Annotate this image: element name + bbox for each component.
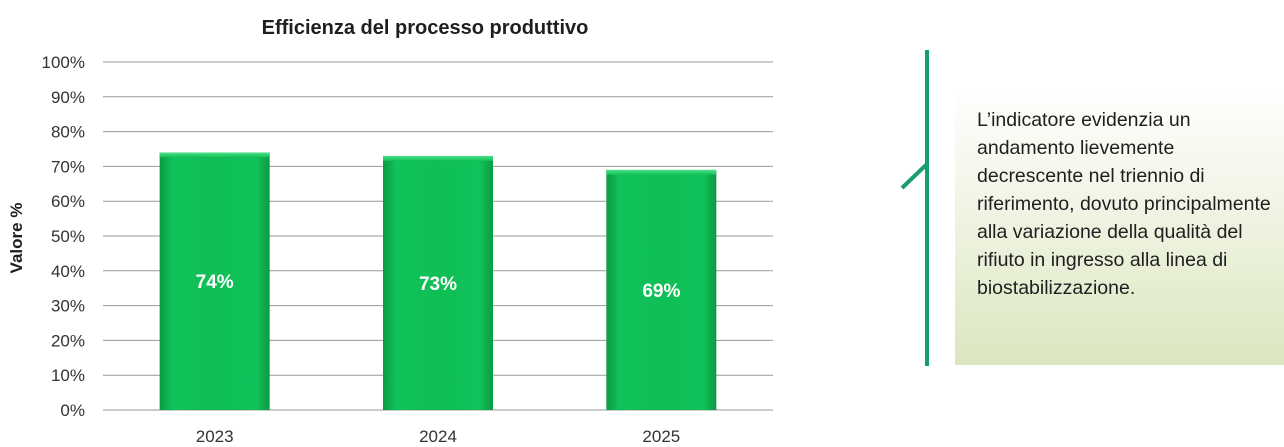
y-tick-label: 80%	[51, 123, 85, 142]
y-tick-label: 50%	[51, 227, 85, 246]
y-tick-label: 20%	[51, 331, 85, 350]
bar-2024	[383, 155, 493, 410]
x-tick-label: 2024	[419, 427, 457, 446]
data-label: 73%	[419, 274, 457, 295]
y-tick-label: 60%	[51, 192, 85, 211]
bar-top-highlight	[606, 169, 717, 175]
bar-top-highlight	[383, 155, 493, 161]
y-tick-label: 30%	[51, 297, 85, 316]
y-tick-label: 10%	[51, 366, 85, 385]
y-tick-label: 40%	[51, 262, 85, 281]
callout-box: L’indicatore evidenzia un andamento liev…	[955, 86, 1284, 365]
y-tick-label: 0%	[60, 401, 85, 420]
y-axis-label: Valore %	[7, 203, 26, 274]
chart-title: Efficienza del processo produttivo	[262, 17, 589, 39]
y-tick-label: 90%	[51, 88, 85, 107]
callout-text: L’indicatore evidenzia un andamento liev…	[977, 109, 1271, 299]
bars	[159, 152, 717, 411]
x-tick-labels: 2023 2024 2025	[196, 427, 680, 446]
y-tick-label: 100%	[42, 53, 85, 72]
bar-top-highlight	[159, 152, 270, 158]
x-tick-label: 2023	[196, 427, 234, 446]
data-labels: 74% 73% 69%	[196, 272, 681, 302]
x-tick-label: 2025	[642, 427, 680, 446]
data-label: 69%	[642, 281, 680, 302]
bar-2023	[159, 152, 270, 411]
callout-pointer-line	[900, 162, 929, 190]
y-tick-labels: 0% 10% 20% 30% 40% 50% 60% 70% 80% 90% 100%	[42, 53, 85, 420]
data-label: 74%	[196, 272, 234, 293]
y-tick-label: 70%	[51, 157, 85, 176]
bar-2025	[606, 169, 717, 410]
